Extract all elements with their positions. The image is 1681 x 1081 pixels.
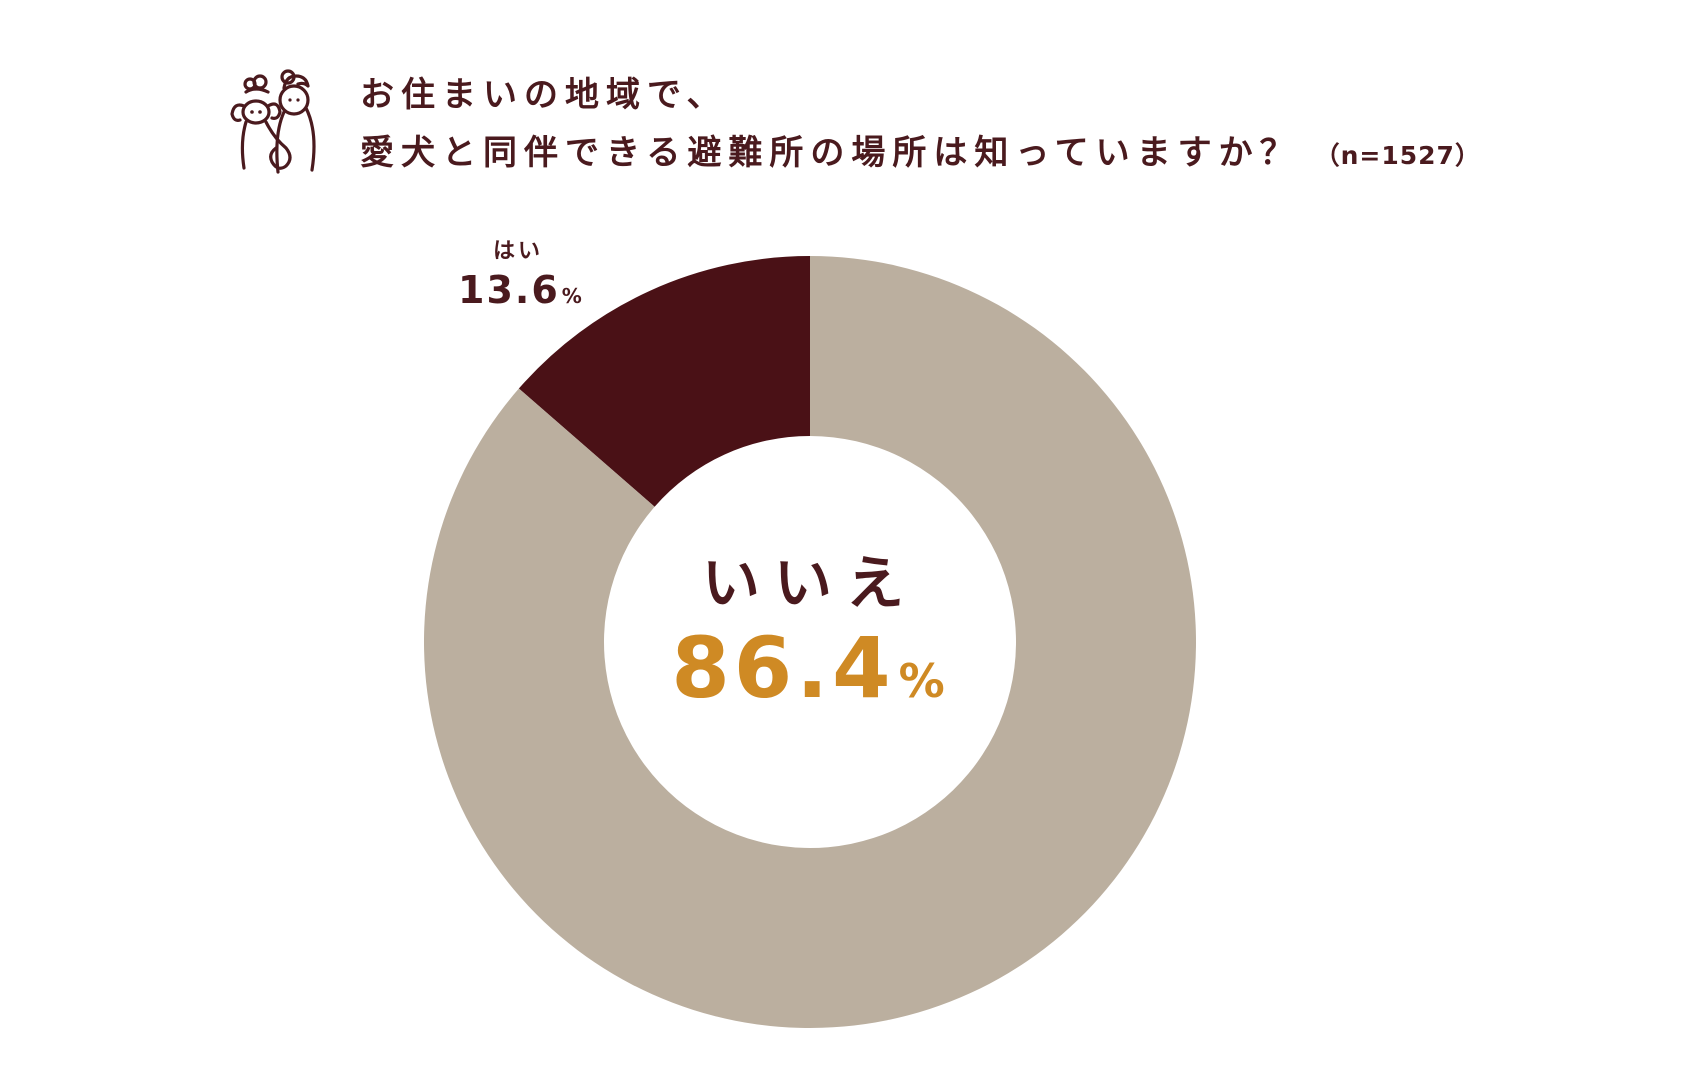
- percent-sign-no: %: [898, 654, 949, 708]
- value-label-yes: 13.6%: [458, 266, 582, 320]
- title-line-1: お住まいの地域で、: [360, 75, 728, 115]
- value-number-no: 86.4: [671, 619, 895, 717]
- title-question: 愛犬と同伴できる避難所の場所は知っていますか？: [360, 133, 1301, 173]
- slice-yes: [518, 256, 810, 507]
- dog-and-person-icon: [230, 69, 316, 174]
- slice-no: [423, 256, 1196, 1029]
- category-label-no: いいえ: [701, 549, 918, 617]
- slice-label-yes: はい 13.6%: [458, 238, 582, 320]
- chart-title: お住まいの地域で、 愛犬と同伴できる避難所の場所は知っていますか？ （n=1527…: [360, 66, 1481, 185]
- value-label-no: 86.4%: [600, 618, 1020, 731]
- percent-sign-yes: %: [561, 284, 584, 308]
- sample-size: （n=1527）: [1314, 141, 1481, 170]
- category-label-yes: はい: [492, 239, 543, 264]
- slice-label-no: いいえ 86.4%: [600, 548, 1020, 731]
- value-number-yes: 13.6: [458, 268, 560, 312]
- title-line-2: 愛犬と同伴できる避難所の場所は知っていますか？ （n=1527）: [360, 124, 1481, 185]
